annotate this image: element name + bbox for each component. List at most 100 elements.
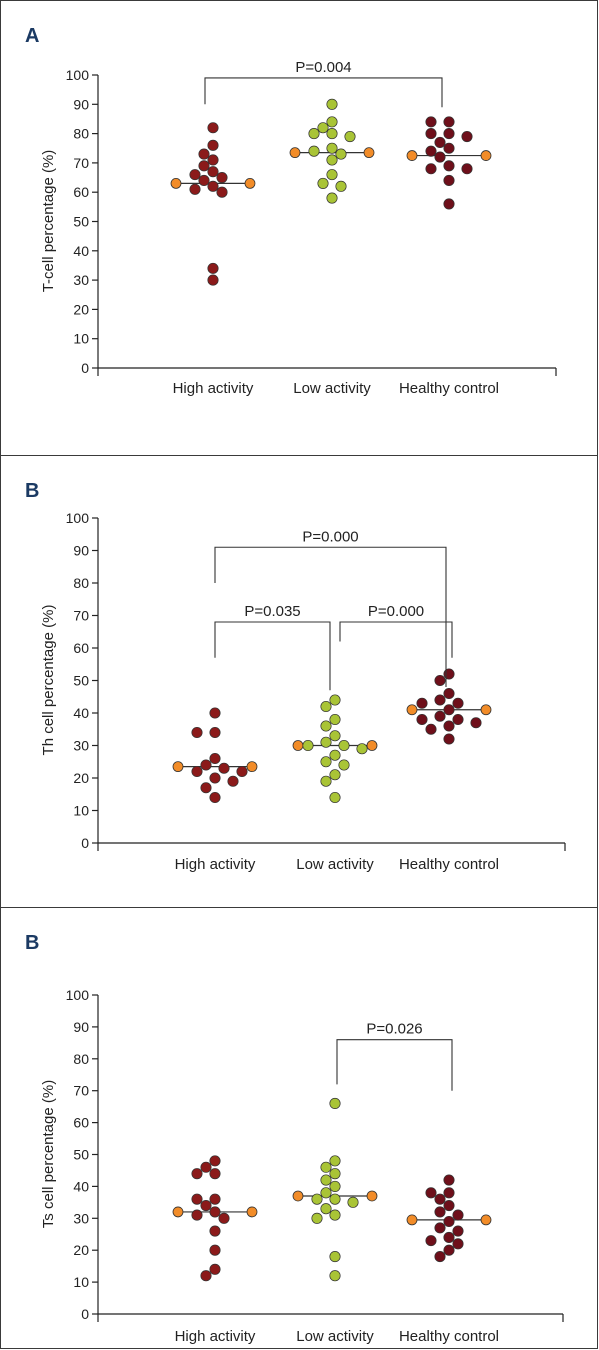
low-activity-point: [320, 1187, 332, 1199]
y-tick-label: 80: [73, 575, 89, 591]
low-activity-point: [326, 116, 338, 128]
y-tick-label: 70: [73, 155, 89, 171]
high-activity-point: [198, 148, 210, 160]
high-activity-point: [209, 1244, 221, 1256]
healthy-control-point: [443, 1174, 455, 1186]
y-tick-label: 60: [73, 640, 89, 656]
y-tick-label: 20: [73, 1242, 89, 1258]
low-activity-point: [329, 1251, 341, 1263]
median-end-marker: [366, 740, 378, 751]
high-activity-point: [236, 765, 248, 778]
healthy-control-point: [452, 697, 464, 709]
median-end-marker: [289, 147, 301, 159]
healthy-control-point: [443, 668, 455, 680]
category-label: Healthy control: [399, 1328, 499, 1345]
panel-letter: B: [25, 932, 40, 954]
median-end-marker: [480, 704, 492, 716]
low-activity-point: [320, 720, 332, 732]
median-end-marker: [172, 761, 184, 773]
healthy-control-point: [443, 733, 455, 745]
median-end-marker: [406, 1214, 418, 1226]
chart-panel-a: 0 10 20 30 40 50 60 70 80 90 100 T-cell percentage …: [40, 59, 557, 397]
high-activity-point: [218, 1212, 230, 1224]
y-tick-label: 90: [73, 543, 89, 559]
median-end-marker: [246, 761, 258, 773]
high-activity-point: [191, 765, 203, 778]
low-activity-point: [317, 122, 329, 134]
high-activity-point: [209, 791, 221, 804]
panel-a: A 0 10 20 30 40 50 60 70 80 90 100 T-cell percentag…: [0, 0, 598, 456]
healthy-control-point: [452, 1209, 464, 1221]
high-activity-point: [200, 1161, 212, 1173]
y-tick-label: 0: [81, 835, 89, 851]
y-tick-label: 40: [73, 705, 89, 721]
high-activity-point: [207, 154, 219, 166]
healthy-control-point: [425, 163, 437, 175]
y-tick-label: 40: [73, 1178, 89, 1194]
panel-letter: A: [25, 25, 40, 47]
healthy-control-point: [443, 128, 455, 140]
low-activity-point: [317, 177, 329, 189]
category-label: Low activity: [296, 1328, 374, 1345]
low-activity-point: [329, 749, 341, 761]
significance-label: P=0.000: [302, 528, 358, 545]
significance-label: P=0.000: [368, 603, 424, 620]
high-activity-point: [207, 122, 219, 134]
healthy-control-point: [452, 1225, 464, 1237]
high-activity-point: [209, 707, 221, 719]
high-activity-point: [200, 759, 212, 771]
healthy-control-point: [425, 145, 437, 157]
healthy-control-point: [416, 713, 428, 726]
median-end-marker: [292, 740, 304, 751]
healthy-control-point: [434, 694, 446, 706]
healthy-control-point: [452, 713, 464, 726]
high-activity-point: [227, 775, 239, 787]
high-activity-point: [209, 1225, 221, 1237]
healthy-control-point: [425, 128, 437, 140]
high-activity-point: [207, 180, 219, 192]
high-activity-point: [207, 139, 219, 151]
high-activity-point: [207, 262, 219, 274]
healthy-control-point: [425, 723, 437, 735]
healthy-control-point: [434, 710, 446, 722]
y-tick-label: 0: [81, 1306, 89, 1322]
healthy-control-point: [434, 1193, 446, 1205]
median-end-marker: [292, 1190, 304, 1202]
healthy-control-point: [416, 697, 428, 709]
category-label: Low activity: [296, 856, 374, 873]
healthy-control-point: [443, 720, 455, 732]
low-activity-point: [329, 1168, 341, 1180]
y-tick-label: 80: [73, 126, 89, 142]
low-activity-point: [320, 1203, 332, 1215]
healthy-control-point: [443, 198, 455, 210]
low-activity-point: [308, 145, 320, 157]
significance-label: P=0.026: [366, 1021, 422, 1038]
median-end-marker: [406, 704, 418, 716]
y-tick-label: 50: [73, 673, 89, 689]
healthy-control-point: [434, 136, 446, 148]
healthy-control-point: [425, 1235, 437, 1247]
healthy-control-point: [461, 130, 473, 143]
healthy-control-point: [434, 1206, 446, 1218]
healthy-control-point: [425, 116, 437, 128]
low-activity-point: [326, 128, 338, 140]
low-activity-point: [335, 148, 347, 160]
y-tick-label: 90: [73, 96, 89, 112]
high-activity-point: [200, 782, 212, 794]
panel-c: B 0 10 20 30 40 50 60 70 80 90 100 Ts cell percenta…: [0, 907, 598, 1349]
y-tick-label: 70: [73, 608, 89, 624]
chart-panel-c: 0 10 20 30 40 50 60 70 80 90 100 Ts cell percentage…: [40, 987, 564, 1345]
y-tick-label: 10: [73, 331, 89, 347]
low-activity-point: [320, 736, 332, 748]
y-axis-title: Ts cell percentage (%): [40, 1080, 57, 1228]
y-tick-label: 20: [73, 770, 89, 786]
low-activity-point: [320, 756, 332, 768]
healthy-control-point: [452, 1238, 464, 1250]
low-activity-point: [329, 713, 341, 726]
healthy-control-point: [443, 1244, 455, 1256]
healthy-control-point: [443, 1187, 455, 1199]
low-activity-point: [329, 730, 341, 742]
y-tick-label: 10: [73, 803, 89, 819]
low-activity-point: [329, 694, 341, 706]
healthy-control-point: [443, 1215, 455, 1228]
